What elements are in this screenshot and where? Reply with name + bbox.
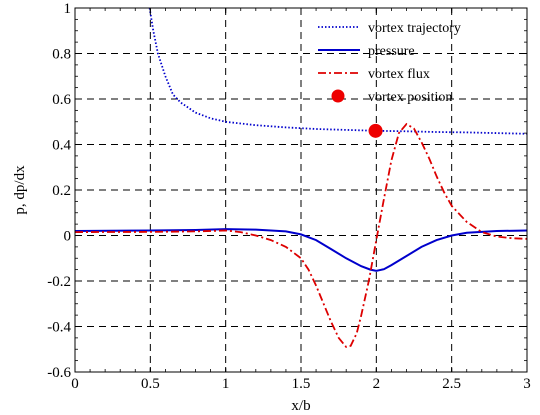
legend-marker-vortex-position (331, 89, 345, 103)
x-tick-labels: 0 0.5 1 1.5 2 2.5 3 (71, 376, 531, 392)
grid (75, 8, 527, 372)
vortex-flux-line (74, 122, 528, 349)
y-tick-label: 0.4 (52, 138, 71, 154)
x-tick-label: 3 (523, 376, 531, 392)
y-tick-label: 0 (64, 229, 72, 245)
vortex-trajectory-line (148, 7, 528, 135)
series-layer (74, 7, 528, 349)
vortex-position-marker (368, 123, 383, 138)
legend-label-pressure: pressure (368, 44, 415, 59)
x-tick-label: 1 (222, 376, 230, 392)
y-axis-label: p, dp/dx (12, 165, 28, 215)
pressure-line (74, 228, 528, 272)
legend: vortex trajectory pressure vortex flux vort… (318, 21, 461, 105)
ticks (74, 7, 528, 373)
y-tick-label: 0.6 (52, 92, 71, 108)
x-tick-label: 2 (373, 376, 381, 392)
y-tick-label: -0.2 (47, 274, 71, 290)
y-tick-label: 1 (64, 1, 72, 17)
y-tick-label: -0.4 (47, 320, 71, 336)
legend-label-vortex-trajectory: vortex trajectory (368, 21, 461, 36)
y-tick-label: 0.2 (52, 183, 71, 199)
x-tick-label: 1.5 (292, 376, 311, 392)
y-tick-labels: -0.6 -0.4 -0.2 0 0.2 0.4 0.6 0.8 1 (47, 1, 71, 381)
legend-label-vortex-flux: vortex flux (368, 67, 430, 82)
y-tick-label: -0.6 (47, 365, 71, 381)
x-axis-label: x/b (291, 398, 310, 414)
x-tick-label: 2.5 (442, 376, 461, 392)
y-tick-label: 0.8 (52, 47, 71, 63)
x-tick-label: 0 (71, 376, 79, 392)
x-tick-label: 0.5 (141, 376, 160, 392)
legend-label-vortex-position: vortex position (368, 90, 452, 105)
